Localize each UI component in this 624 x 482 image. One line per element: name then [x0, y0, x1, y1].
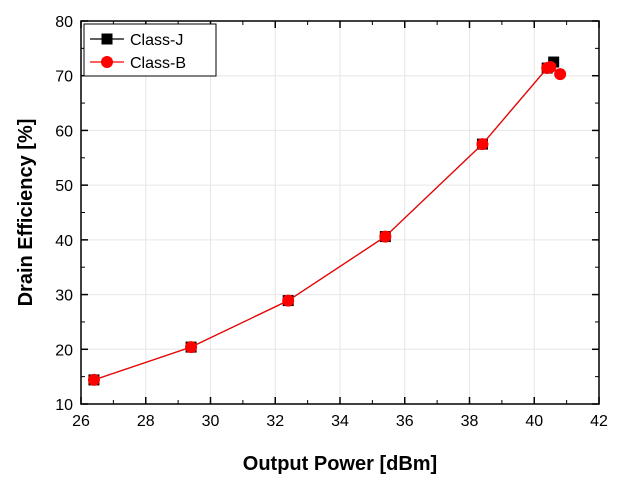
data-point — [476, 138, 489, 151]
data-point — [87, 373, 100, 386]
x-tick-label: 32 — [266, 413, 284, 430]
x-tick-label: 30 — [202, 413, 220, 430]
y-tick-label: 60 — [55, 123, 73, 140]
data-point — [544, 60, 557, 73]
data-point — [185, 341, 198, 354]
legend-label: Class-B — [130, 55, 186, 72]
legend-label: Class-J — [130, 32, 183, 49]
y-tick-label: 80 — [55, 14, 73, 31]
x-tick-label: 40 — [525, 413, 543, 430]
legend-marker — [101, 33, 113, 45]
y-tick-label: 40 — [55, 233, 73, 250]
data-point — [282, 294, 295, 307]
y-tick-label: 20 — [55, 342, 73, 359]
y-tick-label: 30 — [55, 288, 73, 305]
x-tick-label: 38 — [461, 413, 479, 430]
x-tick-label: 28 — [137, 413, 155, 430]
y-tick-label: 10 — [55, 397, 73, 414]
x-tick-label: 34 — [331, 413, 349, 430]
x-axis-title: Output Power [dBm] — [243, 453, 437, 475]
series-class-b — [87, 60, 567, 386]
axes: 26 28 30 32 34 36 38 40 42 10 20 30 40 50 60 70 80 — [55, 14, 608, 430]
x-tick-label: 42 — [590, 413, 608, 430]
data-point — [554, 68, 567, 81]
y-axis-title: Drain Efficiency [%] — [15, 119, 37, 307]
x-tick-label: 36 — [396, 413, 414, 430]
y-tick-label: 70 — [55, 69, 73, 86]
legend-marker — [101, 56, 113, 68]
data-point — [379, 230, 392, 243]
y-tick-label: 50 — [55, 178, 73, 195]
data-series — [87, 56, 567, 386]
legend: Class-J Class-B — [83, 23, 217, 77]
x-tick-label: 26 — [72, 413, 90, 430]
